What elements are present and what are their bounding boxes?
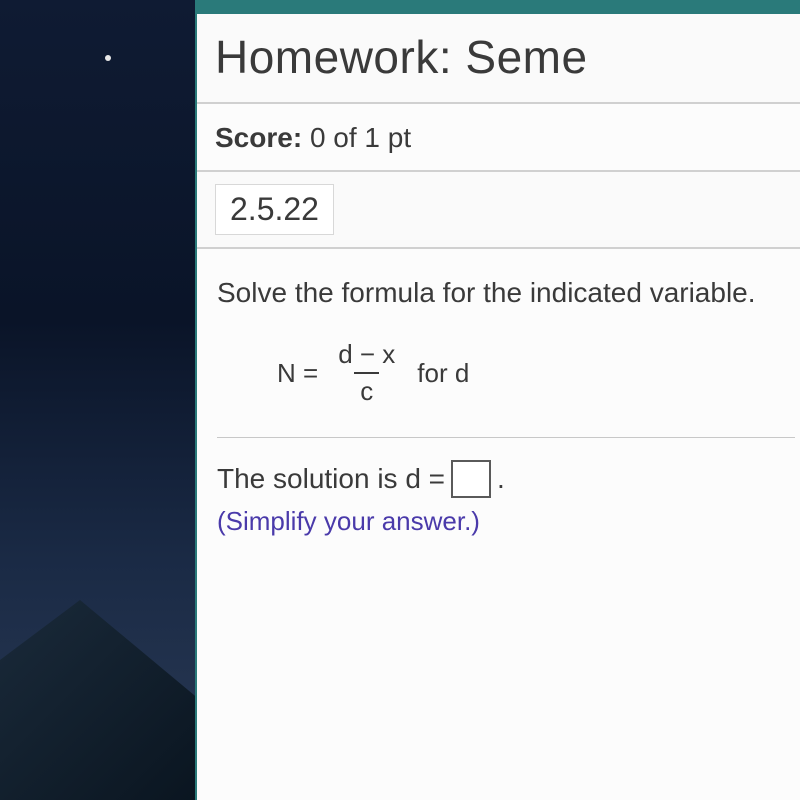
section-number: 2.5.22 [215, 184, 334, 235]
answer-input[interactable] [451, 460, 491, 498]
formula-lhs: N = [277, 358, 318, 389]
homework-window: Homework: Seme Score: 0 of 1 pt 2.5.22 S… [195, 0, 800, 800]
score-row: Score: 0 of 1 pt [197, 104, 800, 172]
section-number-row: 2.5.22 [197, 172, 800, 249]
formula-denominator: c [354, 372, 379, 407]
question-area: Solve the formula for the indicated vari… [197, 249, 800, 557]
score-label: Score: [215, 122, 302, 153]
solution-label: The solution is d = [217, 463, 445, 495]
star-dot [105, 55, 111, 61]
solution-period: . [497, 463, 505, 495]
score-value: 0 of 1 pt [310, 122, 411, 153]
title-bar: Homework: Seme [197, 14, 800, 104]
page-title: Homework: Seme [215, 30, 797, 84]
formula-for: for d [417, 358, 469, 389]
solution-row: The solution is d = . [217, 460, 795, 498]
formula-numerator: d − x [332, 339, 401, 372]
formula: N = d − x c for d [217, 339, 795, 407]
question-instruction: Solve the formula for the indicated vari… [217, 277, 795, 309]
desktop-background [0, 0, 200, 800]
mountain-silhouette [0, 600, 200, 800]
question-divider [217, 437, 795, 438]
window-top-border [197, 0, 800, 14]
simplify-hint: (Simplify your answer.) [217, 506, 795, 537]
formula-fraction: d − x c [332, 339, 401, 407]
